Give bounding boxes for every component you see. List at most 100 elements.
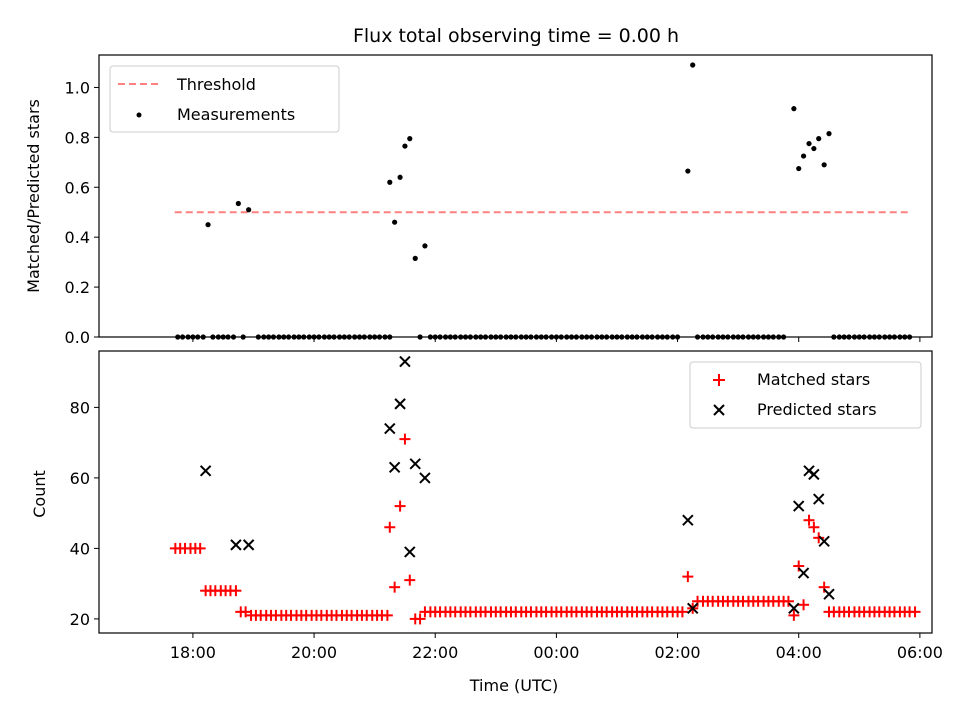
top-axes-frame xyxy=(98,54,933,338)
matched-star-point xyxy=(381,609,393,621)
top-legend: Threshold Measurements xyxy=(109,65,340,133)
matched-star-point xyxy=(399,433,411,445)
bottom-x-ticks: 18:00 20:00 22:00 00:00 02:00 04:00 06:00 xyxy=(170,633,943,662)
bottom-y-tick-label: 80 xyxy=(70,398,90,417)
top-y-tick-label: 0.2 xyxy=(65,278,90,297)
top-y-tick-label: 0.8 xyxy=(65,128,90,147)
matched-star-point xyxy=(389,581,401,593)
bottom-y-axis-label: Count xyxy=(30,470,49,518)
matched-star-point xyxy=(813,532,825,544)
matched-star-point xyxy=(818,581,830,593)
predicted-star-point xyxy=(818,535,830,548)
measurement-point xyxy=(791,106,797,112)
predicted-star-point xyxy=(419,472,431,484)
measurement-point xyxy=(397,174,403,180)
measurements-legend-swatch xyxy=(136,112,142,118)
predicted-legend-swatch xyxy=(713,404,725,416)
measurement-point xyxy=(387,179,393,185)
chart-title: Flux total observing time = 0.00 h xyxy=(353,25,679,47)
measurement-point xyxy=(235,200,241,207)
measurement-point xyxy=(412,255,418,261)
measurement-point xyxy=(821,162,827,168)
top-y-ticks: 0.0 0.2 0.4 0.6 0.8 1.0 xyxy=(65,78,99,347)
top-x-ticks xyxy=(192,337,921,342)
x-tick-label: 04:00 xyxy=(776,643,822,662)
x-tick-label: 20:00 xyxy=(291,643,337,662)
x-tick-label: 06:00 xyxy=(897,643,943,662)
predicted-star-point xyxy=(242,539,255,551)
matched-legend-label: Matched stars xyxy=(757,370,870,389)
x-tick-label: 02:00 xyxy=(655,643,701,662)
measurement-point xyxy=(422,243,428,249)
matched-star-point xyxy=(808,521,820,533)
predicted-star-point xyxy=(230,539,242,551)
matched-star-point xyxy=(394,500,406,512)
measurement-point xyxy=(811,145,817,152)
measurement-point xyxy=(392,219,398,225)
matched-star-point xyxy=(404,574,416,586)
top-legend-box xyxy=(109,65,340,133)
predicted-star-point xyxy=(813,493,825,505)
predicted-star-point xyxy=(797,567,810,579)
matched-star-point xyxy=(793,560,805,572)
matched-star-point xyxy=(682,571,694,583)
matched-star-point xyxy=(384,521,396,533)
bottom-legend: Matched stars Predicted stars xyxy=(689,361,922,429)
matched-star-point xyxy=(414,613,426,625)
measurement-point xyxy=(800,153,807,159)
bottom-y-ticks: 20 40 60 80 xyxy=(70,398,99,629)
top-y-axis-label: Matched/Predicted stars xyxy=(24,99,43,293)
matched-star-point xyxy=(798,599,810,611)
predicted-star-point xyxy=(384,422,396,435)
predicted-star-point xyxy=(682,514,694,526)
matched-star-point xyxy=(782,595,794,607)
predicted-star-point xyxy=(788,602,800,615)
x-axis-label: Time (UTC) xyxy=(469,676,558,695)
x-tick-label: 18:00 xyxy=(170,643,216,662)
measurement-point xyxy=(796,165,802,172)
matched-star-point xyxy=(803,514,815,526)
matched-star-point xyxy=(788,609,800,621)
top-y-tick-label: 1.0 xyxy=(65,78,90,97)
matched-star-point xyxy=(194,542,206,554)
bottom-y-tick-label: 60 xyxy=(70,469,90,488)
x-tick-label: 22:00 xyxy=(412,643,458,662)
measurement-point xyxy=(816,136,822,142)
matched-star-point xyxy=(909,606,921,618)
predicted-star-point xyxy=(409,458,421,470)
predicted-star-point xyxy=(404,546,416,558)
measurement-point xyxy=(806,140,812,147)
measurement-point xyxy=(402,143,408,149)
top-panel: Flux total observing time = 0.00 h 0.00.… xyxy=(24,25,933,347)
bottom-y-tick-label: 20 xyxy=(70,610,90,629)
measurement-point xyxy=(407,136,413,142)
predicted-star-point xyxy=(686,602,699,615)
top-y-tick-label: 0.6 xyxy=(65,178,90,197)
top-y-tick-label: 0.0 xyxy=(65,328,90,347)
bottom-axes-frame xyxy=(98,350,933,634)
predicted-star-point xyxy=(394,398,406,410)
measurement-point xyxy=(826,131,832,137)
top-y-tick-label: 0.4 xyxy=(65,228,90,247)
predicted-star-point xyxy=(823,588,835,600)
matched-legend-swatch xyxy=(713,374,725,386)
measurement-point xyxy=(205,222,211,228)
measurements-legend-label: Measurements xyxy=(177,105,295,124)
measurement-point xyxy=(685,168,691,174)
matched-star-point xyxy=(230,585,242,597)
bottom-plot-area xyxy=(169,355,921,625)
predicted-star-point xyxy=(793,500,805,512)
measurement-point xyxy=(690,62,696,68)
bottom-legend-box xyxy=(689,361,922,429)
predicted-star-point xyxy=(399,355,411,368)
threshold-legend-label: Threshold xyxy=(176,75,256,94)
predicted-star-point xyxy=(808,468,820,481)
bottom-y-tick-label: 40 xyxy=(70,539,90,558)
matched-star-point xyxy=(676,606,688,618)
predicted-legend-label: Predicted stars xyxy=(757,400,877,419)
bottom-panel: 18:00 20:00 22:00 00:00 02:00 04:00 06:00 20 40… xyxy=(30,350,943,695)
x-tick-label: 00:00 xyxy=(533,643,579,662)
predicted-star-point xyxy=(199,465,212,477)
predicted-star-point xyxy=(388,461,401,474)
